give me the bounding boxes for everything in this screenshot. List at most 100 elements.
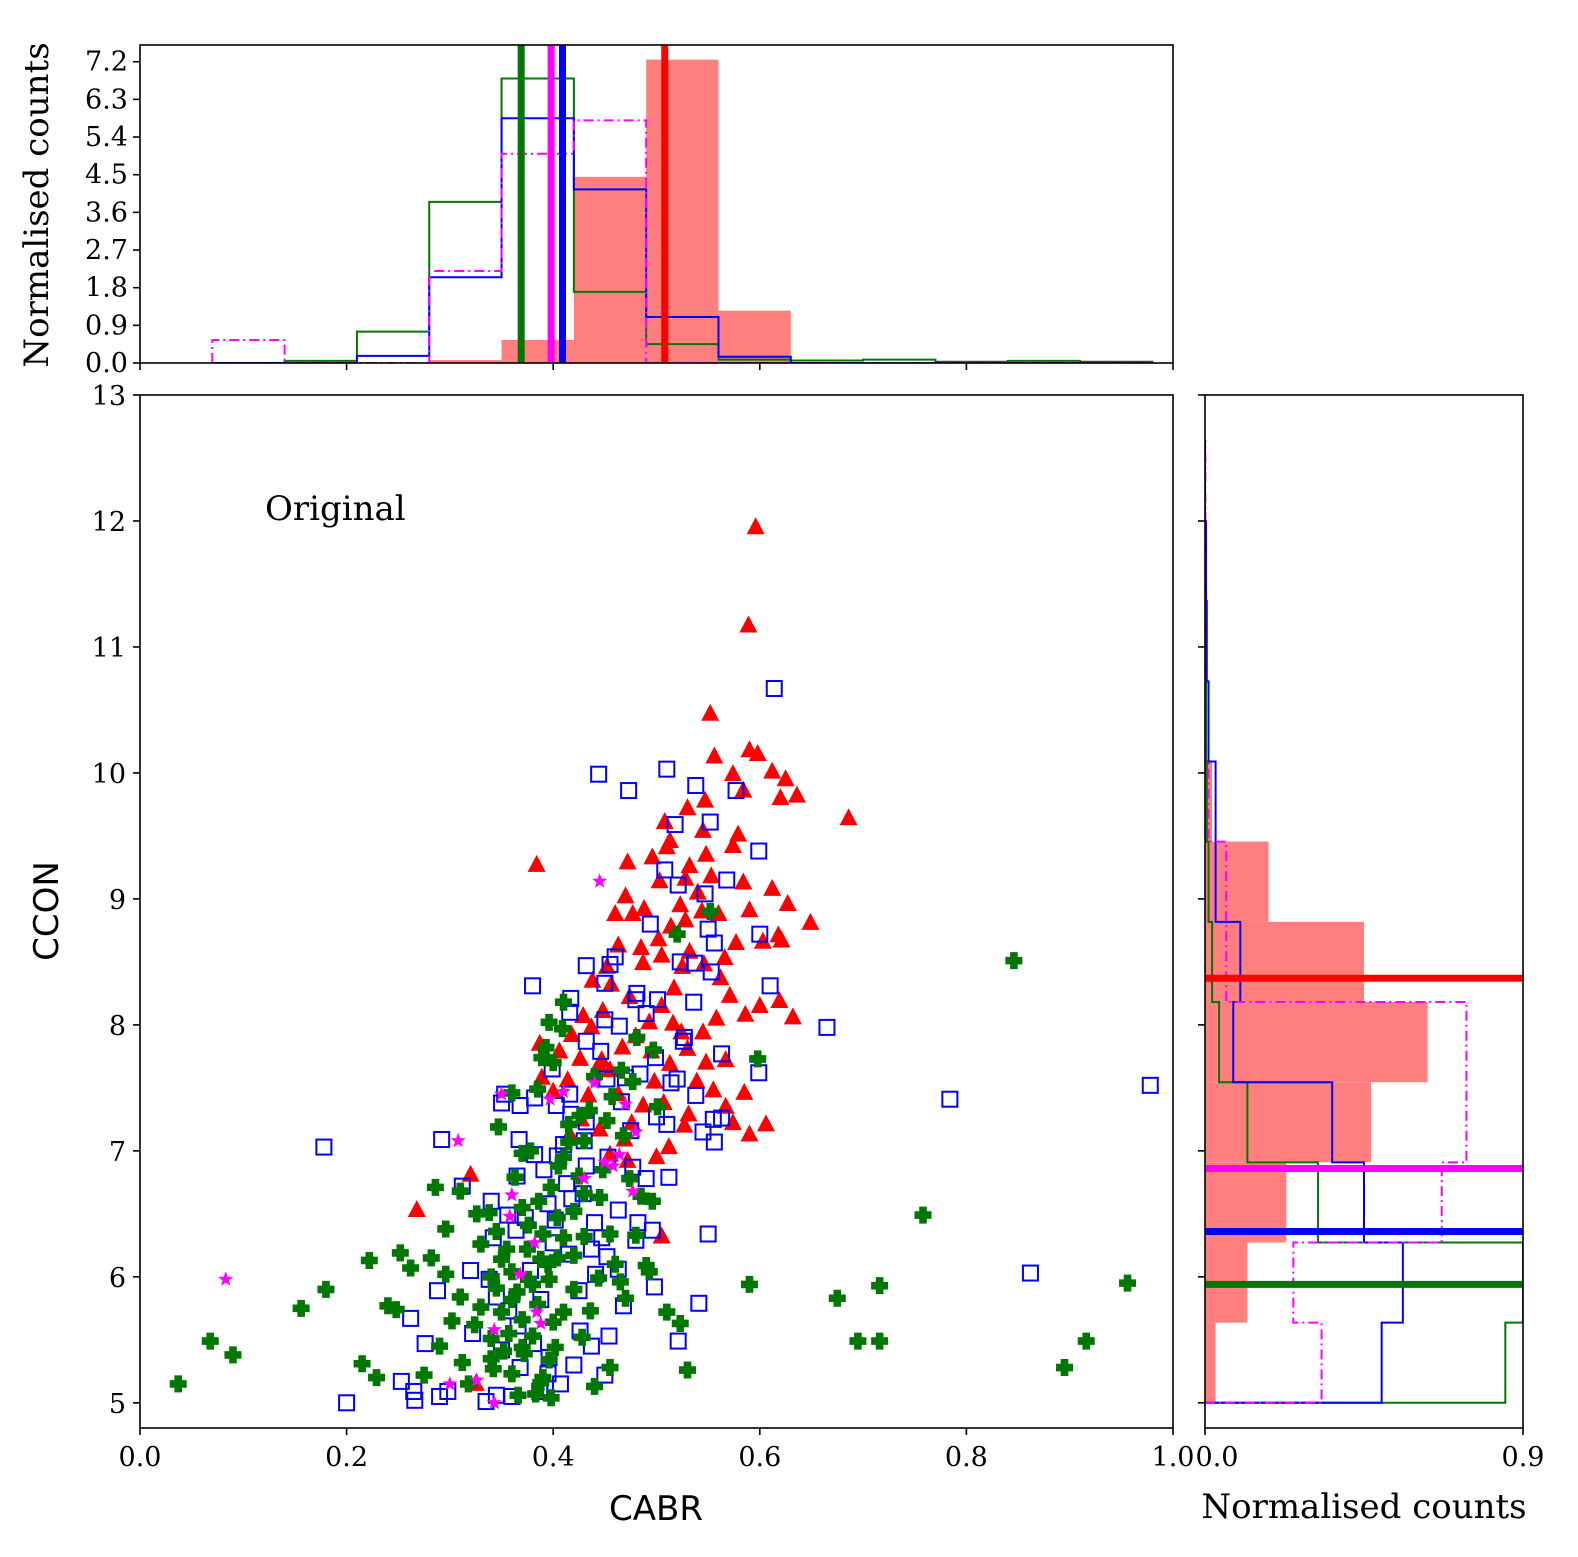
point-blue [690,1294,708,1312]
point-blue [577,957,595,975]
top-bar-red [718,310,791,363]
point-green [493,1303,511,1321]
point-magenta [442,1375,458,1391]
top-histogram-bars [211,45,1154,363]
point-magenta [628,1124,644,1139]
top-ytick-label: 7.2 [85,47,128,78]
point-blue [656,861,674,879]
point-green [555,993,573,1011]
point-blue [429,1282,447,1300]
point-blue [590,765,608,783]
point-red [652,995,671,1013]
point-red [678,1038,697,1056]
point-red [697,844,716,862]
point-green [575,1228,593,1246]
point-red [634,953,653,971]
point-magenta [450,1132,466,1148]
point-red [671,895,690,913]
point-blue [645,1278,663,1296]
top-ytick-label: 6.3 [85,84,128,115]
point-green [391,1244,409,1262]
point-blue [668,1070,686,1088]
point-magenta [586,1074,603,1090]
point-red [532,1067,551,1085]
point-green [544,1313,562,1331]
point-red [678,798,697,816]
right-xtick-label: 0.0 [1196,1442,1239,1473]
point-blue [551,1375,569,1393]
point-green [542,1389,560,1407]
point-red [655,812,674,830]
point-blue [610,1017,628,1035]
point-magenta [529,1304,545,1319]
point-magenta [486,1394,502,1410]
point-green [573,1328,591,1346]
point-green [537,1039,555,1057]
point-green [548,1249,566,1267]
point-green [540,1013,558,1031]
point-green [529,1080,547,1098]
point-red [693,1022,712,1040]
point-green [532,1250,550,1268]
point-green [540,1270,558,1288]
point-red [687,1071,706,1089]
scatter-xlabel: CABR [609,1489,703,1529]
point-magenta [576,1170,592,1185]
point-red [634,1095,653,1113]
point-green [360,1251,378,1269]
point-green [849,1332,867,1350]
point-blue [713,1045,731,1063]
scatter-ytick-label: 11 [92,633,126,664]
point-green [513,1338,531,1356]
point-red [723,1113,742,1131]
right-bar-red [1205,1001,1428,1083]
point-green [640,1263,658,1281]
point-green [575,1132,593,1150]
top-histogram-frame [139,44,1174,364]
point-green [503,1084,521,1102]
point-magenta [605,1158,621,1173]
point-red [715,948,734,966]
point-blue [592,1042,610,1060]
point-red [763,761,782,779]
point-green [513,1311,531,1329]
point-red [778,893,797,911]
point-green [530,1192,548,1210]
point-green [422,1249,440,1267]
point-red [739,615,758,633]
point-magenta [625,1183,641,1198]
point-green [224,1346,242,1364]
point-green [542,1178,560,1196]
point-green [426,1178,444,1196]
point-blue [750,1064,768,1082]
right-histogram-xticks: 0.0 0.9 [1196,1428,1544,1473]
point-red [720,985,739,1003]
point-green [628,1028,646,1046]
point-red [571,1048,590,1066]
point-magenta [555,1083,572,1099]
point-red [723,835,742,853]
point-green [553,1020,571,1038]
point-blue [315,1138,333,1156]
point-green [606,1255,624,1273]
point-magenta [533,1315,549,1330]
point-green [487,1222,505,1240]
point-blue [675,1028,693,1046]
point-green [480,1204,498,1222]
point-green [487,1279,505,1297]
point-blue [1141,1076,1159,1094]
point-green [871,1277,889,1295]
scatter-ytick-label: 10 [92,759,126,790]
point-blue [402,1309,420,1327]
point-magenta [469,1372,485,1387]
point-green [1077,1332,1095,1350]
point-red [783,1007,802,1025]
point-blue [565,1356,583,1374]
scatter-ytick-label: 6 [109,1263,126,1294]
point-green [453,1353,471,1371]
point-red [407,1200,426,1218]
point-blue [718,871,736,889]
point-green [621,1170,639,1188]
point-red [613,1037,632,1055]
